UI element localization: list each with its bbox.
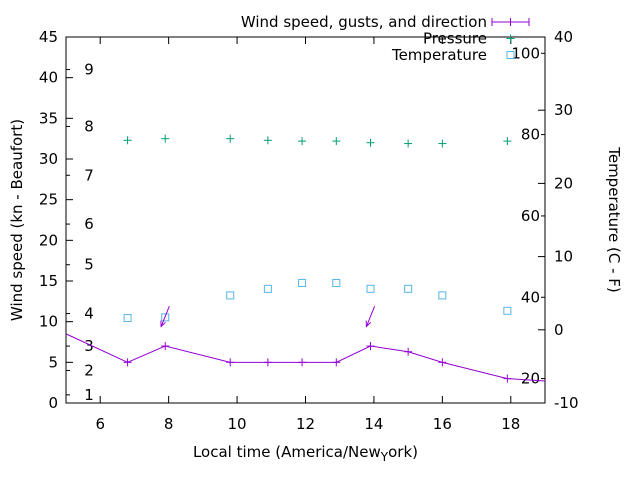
svg-text:3: 3 (84, 337, 94, 355)
pressure-series (123, 134, 512, 148)
legend-label: Pressure (423, 30, 487, 48)
y-left-ticks: 0 5 10 15 20 25 30 35 40 45 (39, 28, 73, 412)
y-axis-label-right: Temperature (C - F) (605, 147, 623, 293)
svg-text:2: 2 (84, 361, 94, 379)
svg-text:0: 0 (554, 321, 564, 339)
svg-text:5: 5 (84, 256, 94, 274)
svg-text:1: 1 (84, 386, 94, 404)
y-axis-label-left: Wind speed (kn - Beaufort) (8, 118, 26, 322)
x-axis-label: Local time (America/NewYork) (66, 443, 545, 464)
svg-text:40: 40 (39, 69, 58, 87)
legend-label: Temperature (391, 46, 487, 64)
x-axis-label-suffix: ork) (388, 443, 419, 461)
svg-text:35: 35 (39, 109, 58, 127)
wind-direction-arrows (160, 306, 376, 328)
y-right-ticks: -10 0 10 20 30 40 (538, 28, 579, 412)
svg-text:10: 10 (554, 248, 573, 266)
svg-text:4: 4 (84, 305, 94, 323)
svg-text:12: 12 (296, 415, 315, 433)
svg-text:60: 60 (521, 207, 540, 225)
x-axis-label-subscript: Y (380, 450, 389, 464)
svg-text:8: 8 (84, 117, 94, 135)
svg-text:-10: -10 (554, 394, 579, 412)
svg-text:0: 0 (48, 394, 58, 412)
svg-text:80: 80 (521, 126, 540, 144)
svg-text:7: 7 (84, 166, 94, 184)
svg-text:10: 10 (228, 415, 247, 433)
legend: Wind speed, gusts, and directionPressure… (241, 13, 530, 64)
svg-text:40: 40 (554, 28, 573, 46)
svg-text:20: 20 (39, 231, 58, 249)
svg-text:40: 40 (521, 288, 540, 306)
svg-text:20: 20 (554, 174, 573, 192)
svg-text:10: 10 (39, 313, 58, 331)
svg-text:14: 14 (364, 415, 383, 433)
svg-text:5: 5 (48, 353, 58, 371)
plot-border (65, 36, 546, 404)
beaufort-scale: 1 2 3 4 5 6 7 8 9 (66, 61, 94, 404)
svg-text:6: 6 (84, 215, 94, 233)
x-axis-label-prefix: Local time (America/New (192, 443, 381, 461)
svg-text:18: 18 (501, 415, 520, 433)
svg-text:100: 100 (511, 44, 540, 62)
wind-speed-series (65, 333, 546, 383)
svg-text:16: 16 (433, 415, 452, 433)
svg-text:9: 9 (84, 61, 94, 79)
x-axis-ticks: 6 8 10 12 14 16 18 (95, 37, 520, 433)
svg-text:20: 20 (521, 370, 540, 388)
temperature-series (123, 278, 512, 323)
svg-text:45: 45 (39, 28, 58, 46)
legend-label: Wind speed, gusts, and direction (241, 13, 487, 31)
svg-text:6: 6 (95, 415, 105, 433)
svg-text:8: 8 (164, 415, 174, 433)
fahrenheit-scale: 20 40 60 80 100 (511, 44, 545, 388)
svg-text:15: 15 (39, 272, 58, 290)
svg-text:30: 30 (554, 101, 573, 119)
svg-text:30: 30 (39, 150, 58, 168)
svg-text:25: 25 (39, 191, 58, 209)
